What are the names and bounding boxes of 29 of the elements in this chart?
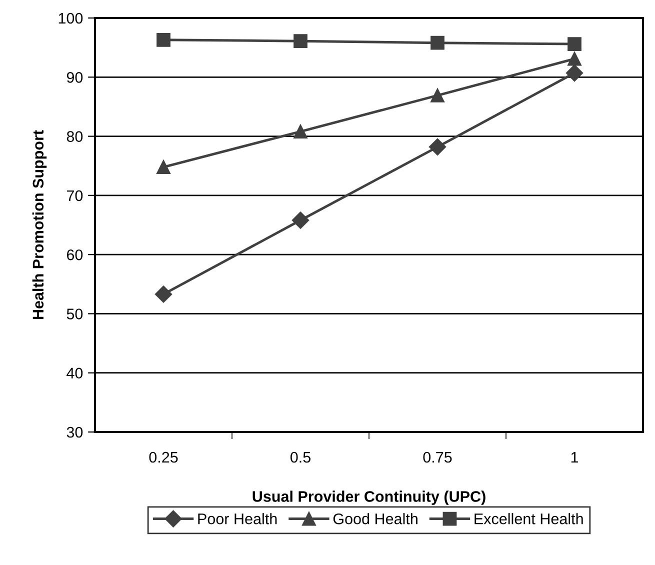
point: [292, 212, 310, 229]
point: [430, 36, 444, 50]
point: [566, 64, 584, 82]
point: [430, 88, 444, 102]
x-tick-label: 1: [571, 452, 578, 463]
y-axis-title: Health Promotion Support: [32, 130, 47, 320]
point: [294, 124, 308, 138]
x-tick-label: 0.25: [149, 452, 178, 463]
point: [156, 160, 170, 174]
y-tick-label: 100: [58, 12, 83, 24]
x-tick-label: 0.75: [423, 452, 452, 463]
legend-label: Excellent Health: [474, 513, 583, 524]
y-tick-label: 70: [66, 190, 83, 202]
point: [156, 32, 170, 47]
point: [294, 34, 308, 48]
legend-label: Poor Health: [198, 513, 277, 524]
y-tick-label: 30: [66, 426, 83, 438]
point: [568, 37, 582, 51]
y-tick-label: 60: [66, 249, 83, 260]
point: [154, 286, 172, 303]
y-tick-label: 40: [66, 368, 83, 379]
point: [428, 138, 446, 156]
point: [568, 52, 582, 66]
y-tick-label: 50: [66, 308, 83, 320]
y-tick-label: 90: [66, 72, 83, 83]
x-tick-label: 0.5: [290, 452, 310, 463]
legend-label: Good Health: [333, 513, 418, 524]
x-axis-title: Usual Provider Continuity (UPC): [252, 490, 486, 505]
y-tick-label: 80: [66, 131, 83, 142]
